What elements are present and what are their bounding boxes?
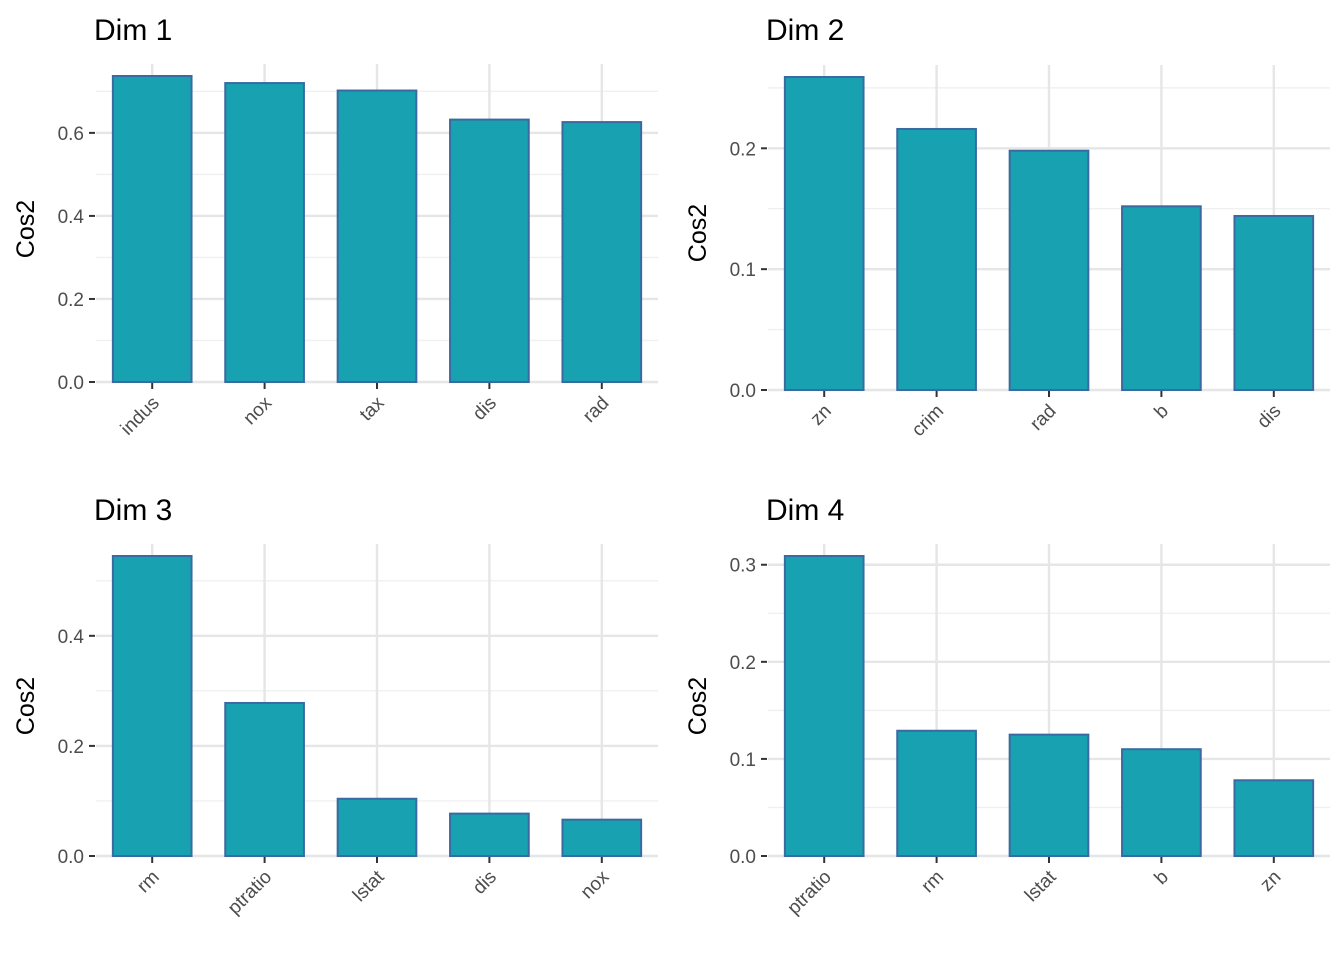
y-axis-label: Cos2 xyxy=(12,677,40,735)
bar xyxy=(1121,748,1202,857)
x-tick-label: rad xyxy=(579,393,613,427)
x-tick-label: rm xyxy=(918,867,949,898)
y-axis: 0.0 0.2 0.4 0.6 xyxy=(58,124,95,394)
bar xyxy=(561,121,643,383)
bar xyxy=(896,729,977,857)
x-tick-label: rm xyxy=(133,867,164,898)
x-tick-label: ptratio xyxy=(224,867,276,919)
panel-dim-2: Dim 2 Cos2 0.0 0.1 0.2 zn crim rad b dis xyxy=(684,14,1330,441)
y-tick-label: 0.2 xyxy=(58,290,84,311)
y-tick-label: 0.6 xyxy=(58,124,84,145)
bars xyxy=(111,555,643,858)
bars xyxy=(783,76,1315,392)
y-tick-label: 0.2 xyxy=(730,653,756,674)
y-tick-label: 0.0 xyxy=(58,373,84,394)
bar xyxy=(224,82,305,383)
x-tick-label: b xyxy=(1151,401,1173,423)
y-axis-label: Cos2 xyxy=(684,677,712,735)
panel-dim-4: Dim 4 Cos2 0.0 0.1 0.2 0.3 ptratio rm lstat b zn xyxy=(684,494,1330,919)
bar xyxy=(1121,205,1202,391)
y-tick-label: 0.1 xyxy=(730,260,756,281)
y-axis: 0.0 0.1 0.2 xyxy=(730,139,767,402)
x-tick-label: dis xyxy=(469,867,501,899)
x-tick-label: tax xyxy=(356,392,389,425)
y-axis: 0.0 0.1 0.2 0.3 xyxy=(730,556,767,868)
y-tick-label: 0.3 xyxy=(730,556,756,577)
bar xyxy=(224,701,305,857)
bar xyxy=(561,818,643,858)
x-tick-label: indus xyxy=(117,393,164,440)
y-axis-label: Cos2 xyxy=(684,204,712,262)
bar xyxy=(783,76,865,391)
x-axis: ptratio rm lstat b zn xyxy=(784,857,1285,919)
y-axis-label: Cos2 xyxy=(12,200,40,258)
x-axis: rm ptratio lstat dis nox xyxy=(133,857,614,919)
y-tick-label: 0.4 xyxy=(58,207,85,228)
y-tick-label: 0.1 xyxy=(730,750,756,771)
x-tick-label: dis xyxy=(469,393,501,425)
x-tick-label: b xyxy=(1151,867,1173,889)
bar xyxy=(1008,149,1090,391)
x-tick-label: zn xyxy=(1256,867,1285,896)
y-tick-label: 0.2 xyxy=(58,737,84,758)
x-tick-label: nox xyxy=(240,392,277,429)
x-tick-label: ptratio xyxy=(784,867,836,919)
x-tick-label: nox xyxy=(577,866,614,903)
bar xyxy=(111,75,193,383)
chart-title: Dim 2 xyxy=(766,14,844,47)
bars xyxy=(111,75,643,383)
bar xyxy=(1008,733,1090,857)
panel-dim-3: Dim 3 Cos2 0.0 0.2 0.4 rm ptratio lstat dis nox xyxy=(12,494,658,919)
y-tick-label: 0.0 xyxy=(58,847,84,868)
x-tick-label: crim xyxy=(908,401,948,441)
bar xyxy=(111,555,193,857)
x-tick-label: lstat xyxy=(1021,866,1061,906)
bar xyxy=(1233,214,1315,391)
panel-dim-1: Dim 1 Cos2 0.0 0.2 0.4 0.6 indus nox tax dis rad xyxy=(12,14,658,440)
bar xyxy=(449,118,530,383)
y-tick-label: 0.0 xyxy=(730,847,756,868)
bar xyxy=(336,89,418,383)
bar xyxy=(896,127,977,392)
y-tick-label: 0.4 xyxy=(58,627,85,648)
x-tick-label: dis xyxy=(1253,401,1285,433)
chart-title: Dim 3 xyxy=(94,494,172,527)
x-tick-label: rad xyxy=(1026,401,1060,435)
x-axis: zn crim rad b dis xyxy=(807,391,1285,441)
y-tick-label: 0.0 xyxy=(730,381,756,402)
bar xyxy=(449,812,530,858)
y-axis: 0.0 0.2 0.4 xyxy=(58,627,95,868)
x-axis: indus nox tax dis rad xyxy=(117,383,613,440)
bars xyxy=(783,555,1315,858)
chart-title: Dim 4 xyxy=(766,494,844,527)
y-tick-label: 0.2 xyxy=(730,139,756,160)
x-tick-label: zn xyxy=(807,401,836,430)
bar xyxy=(336,797,418,858)
bar xyxy=(1233,779,1315,858)
chart-title: Dim 1 xyxy=(94,14,172,47)
x-tick-label: lstat xyxy=(349,866,389,906)
bar xyxy=(783,555,865,857)
